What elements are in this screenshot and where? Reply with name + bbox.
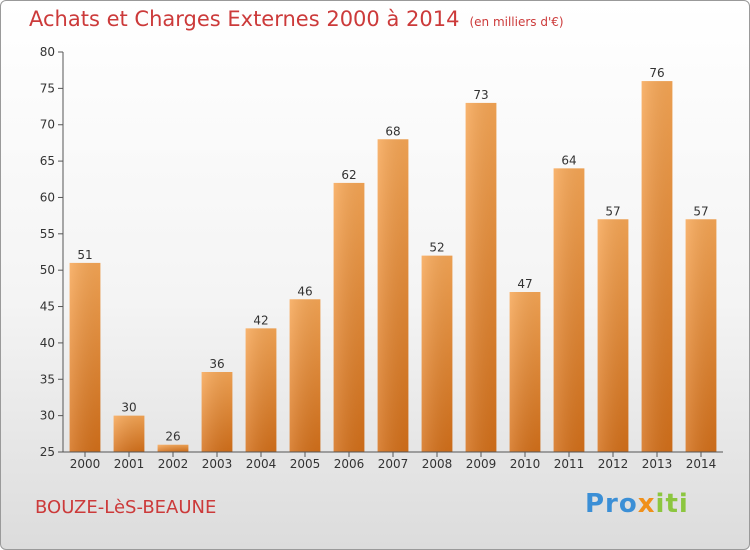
x-tick-label-2005: 2005 (290, 457, 321, 471)
data-label-2012: 57 (605, 204, 620, 218)
chart-title: Achats et Charges Externes 2000 à 2014 (e… (29, 7, 564, 31)
chart-title-text: Achats et Charges Externes 2000 à 2014 (29, 7, 460, 31)
y-tick-label: 80 (40, 45, 55, 59)
bar-shade-2011 (553, 168, 585, 452)
bar-shade-2008 (421, 255, 453, 452)
data-label-2013: 76 (649, 66, 664, 80)
data-label-2008: 52 (429, 241, 444, 255)
x-axis: 2000 2001 2002 2003 2004 2005 2006 2007 2008 2009… (63, 451, 723, 471)
x-tick-label-2004: 2004 (246, 457, 277, 471)
data-label-2002: 26 (165, 430, 180, 444)
logo-part-3: iti (655, 489, 689, 519)
y-axis: 25 30 35 40 45 50 55 60 65 70 75 80 (40, 45, 64, 459)
x-tick-label-2001: 2001 (114, 457, 145, 471)
data-label-2007: 68 (385, 124, 400, 138)
data-label-2009: 73 (473, 88, 488, 102)
y-tick-label: 40 (40, 336, 55, 350)
x-tick-label-2014: 2014 (686, 457, 717, 471)
proxiti-logo[interactable]: Proxiti (585, 489, 689, 519)
bar-shade-2009 (465, 102, 497, 452)
x-tick-label-2009: 2009 (466, 457, 497, 471)
bar-shade-2010 (509, 292, 541, 452)
data-label-2010: 47 (517, 277, 532, 291)
commune-name: BOUZE-LèS-BEAUNE (35, 497, 217, 518)
x-tick-label-2003: 2003 (202, 457, 233, 471)
y-tick-label: 70 (40, 118, 55, 132)
y-tick-label: 35 (40, 372, 55, 386)
y-tick-label: 60 (40, 190, 55, 204)
y-tick-label: 75 (40, 81, 55, 95)
x-tick-label-2002: 2002 (158, 457, 189, 471)
bar-shade-2003 (201, 372, 233, 452)
bar-shade-2002 (157, 444, 189, 452)
bar-shade-2001 (113, 415, 145, 452)
bars: 51 30 26 36 42 46 62 68 52 73 47 64 57 76 57 (69, 66, 717, 453)
logo-part-2: x (637, 489, 656, 519)
bar-shade-2014 (685, 219, 717, 452)
y-tick-label: 25 (40, 445, 55, 459)
chart-unit: (en milliers d'€) (469, 15, 564, 29)
bar-shade-2000 (69, 262, 101, 452)
logo-part-1: Pro (585, 489, 638, 519)
data-label-2011: 64 (561, 153, 576, 167)
x-tick-label-2013: 2013 (642, 457, 673, 471)
data-label-2005: 46 (297, 284, 312, 298)
y-tick-label: 45 (40, 300, 55, 314)
data-label-2006: 62 (341, 168, 356, 182)
bar-shade-2012 (597, 219, 629, 452)
bar-shade-2004 (245, 328, 277, 452)
x-tick-label-2007: 2007 (378, 457, 409, 471)
data-label-2014: 57 (693, 204, 708, 218)
x-tick-label-2010: 2010 (510, 457, 541, 471)
x-tick-label-2000: 2000 (70, 457, 101, 471)
data-label-2004: 42 (253, 313, 268, 327)
data-label-2003: 36 (209, 357, 224, 371)
bar-shade-2013 (641, 81, 673, 452)
x-tick-label-2011: 2011 (554, 457, 585, 471)
y-tick-label: 50 (40, 263, 55, 277)
data-label-2001: 30 (121, 401, 136, 415)
bar-shade-2005 (289, 299, 321, 452)
x-tick-label-2008: 2008 (422, 457, 453, 471)
bar-shade-2007 (377, 139, 409, 453)
x-tick-label-2012: 2012 (598, 457, 629, 471)
bar-shade-2006 (333, 182, 365, 452)
y-tick-label: 30 (40, 409, 55, 423)
y-tick-label: 65 (40, 154, 55, 168)
y-tick-label: 55 (40, 227, 55, 241)
x-tick-label-2006: 2006 (334, 457, 365, 471)
data-label-2000: 51 (77, 248, 92, 262)
